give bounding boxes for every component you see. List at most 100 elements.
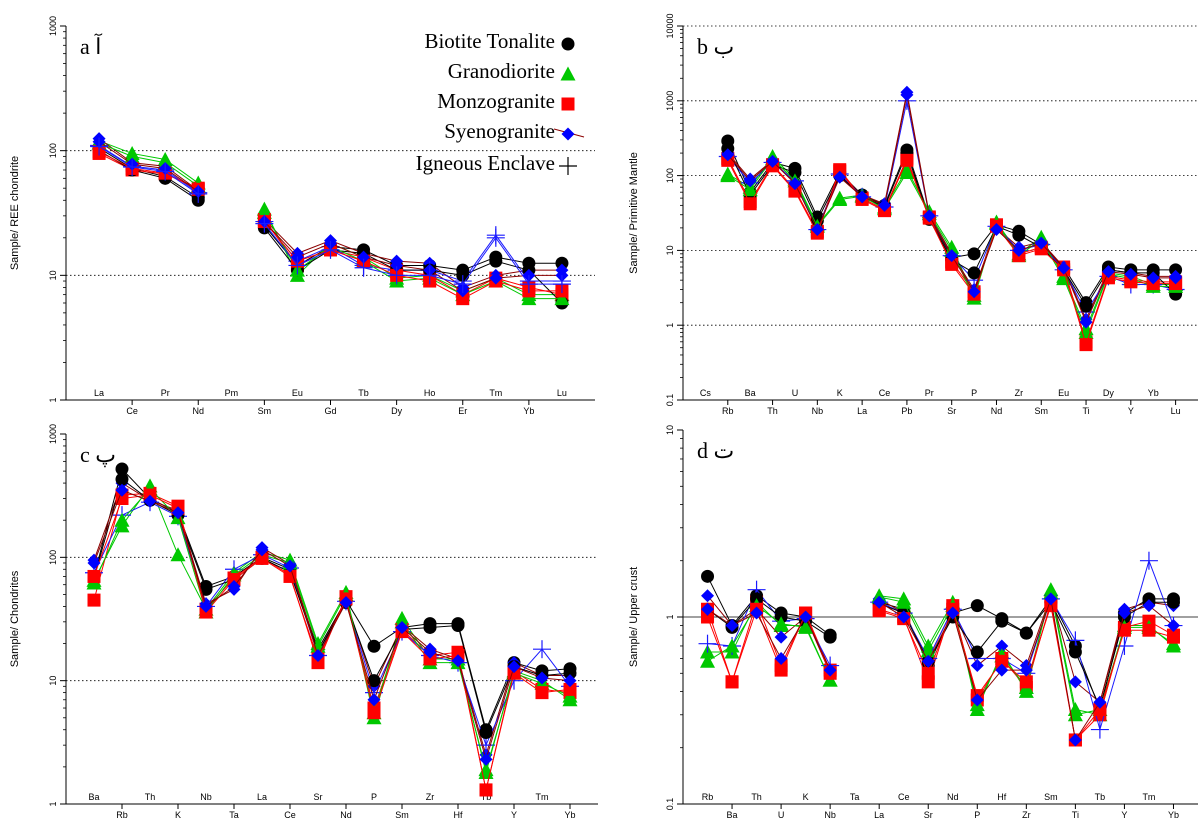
data-point xyxy=(423,620,437,634)
x-tick-label: Zr xyxy=(1022,810,1031,820)
panel-label: b ب xyxy=(697,34,734,59)
y-tick-label: 1 xyxy=(665,614,675,619)
data-point xyxy=(1044,592,1058,606)
x-tick-label: Er xyxy=(458,406,467,416)
data-point xyxy=(989,223,1003,237)
x-tick-label: Y xyxy=(1128,406,1134,416)
data-point xyxy=(995,614,1009,628)
series-line xyxy=(98,146,199,195)
x-tick-label: Th xyxy=(145,792,156,802)
data-point xyxy=(1079,315,1093,329)
legend-marker xyxy=(561,97,575,111)
x-tick-label: Pb xyxy=(901,406,912,416)
data-point xyxy=(124,148,140,163)
data-point xyxy=(1012,243,1026,257)
x-tick-label: Pr xyxy=(161,388,170,398)
data-point xyxy=(872,604,886,618)
series-monzogranite xyxy=(721,153,1183,352)
series-monzogranite xyxy=(87,488,577,797)
series-syenogranite xyxy=(87,483,577,766)
x-tick-label: Ba xyxy=(727,810,738,820)
y-tick-label: 10000 xyxy=(665,13,675,38)
series-line xyxy=(707,608,831,671)
data-point xyxy=(1166,619,1180,633)
y-tick-label: 1 xyxy=(665,323,675,328)
panel-label: c پ xyxy=(80,442,116,468)
data-point xyxy=(87,556,101,570)
data-point xyxy=(1169,271,1183,285)
x-tick-label: Ti xyxy=(1072,810,1079,820)
data-point xyxy=(1012,228,1026,242)
data-point xyxy=(922,209,936,223)
y-tick-label: 1000 xyxy=(48,16,58,36)
series-line xyxy=(98,151,199,190)
data-point xyxy=(995,663,1009,677)
x-tick-label: La xyxy=(874,810,884,820)
legend-label: Biotite Tonalite xyxy=(424,29,555,53)
data-point xyxy=(855,190,869,204)
data-point xyxy=(899,165,915,180)
y-tick-label: 100 xyxy=(48,550,58,565)
data-point xyxy=(788,166,802,180)
data-point xyxy=(339,596,353,610)
series-biotite-tonalite xyxy=(87,462,577,737)
x-tick-label: Gd xyxy=(324,406,336,416)
data-point xyxy=(832,191,848,206)
legend-marker xyxy=(561,127,575,141)
x-tick-label: Sr xyxy=(314,792,323,802)
data-point xyxy=(967,266,981,280)
data-point xyxy=(970,645,984,659)
data-point xyxy=(970,599,984,613)
data-point xyxy=(367,639,381,653)
data-point xyxy=(725,619,739,633)
data-point xyxy=(788,184,802,198)
x-tick-label: Tb xyxy=(358,388,369,398)
data-point xyxy=(897,610,911,624)
data-point xyxy=(773,616,789,631)
data-point xyxy=(701,602,715,616)
x-tick-label: Nd xyxy=(991,406,1003,416)
data-point xyxy=(420,266,439,285)
data-point xyxy=(479,752,493,766)
panel-label: d ت xyxy=(697,438,734,463)
y-tick-label: 10 xyxy=(48,270,58,280)
data-point xyxy=(1139,551,1158,570)
panel-d: 0.1 1 10 Sample/ Upper crust Rb Ba Th U K Nb Ta La C… xyxy=(628,425,1198,820)
y-tick-label: 0.1 xyxy=(665,394,675,407)
data-point xyxy=(563,666,577,680)
data-point xyxy=(698,634,717,653)
data-point xyxy=(742,182,758,197)
legend-marker xyxy=(559,157,577,175)
series-line xyxy=(707,607,831,684)
series-line xyxy=(98,142,199,187)
data-point xyxy=(563,682,577,696)
series-line xyxy=(93,494,571,791)
x-tick-label: Sr xyxy=(947,406,956,416)
x-tick-label: Tm xyxy=(489,388,502,398)
y-tick-label: 10 xyxy=(665,245,675,255)
x-tick-label: P xyxy=(371,792,377,802)
data-point xyxy=(1146,271,1160,285)
series-line xyxy=(98,141,199,192)
data-point xyxy=(1166,630,1180,644)
series-line xyxy=(264,219,562,288)
data-point xyxy=(701,569,715,583)
x-tick-label: Tm xyxy=(536,792,549,802)
data-point xyxy=(521,291,537,306)
data-point xyxy=(921,666,935,680)
data-point xyxy=(189,184,208,203)
data-point xyxy=(1079,338,1093,352)
series-igneous-enclave xyxy=(90,137,571,294)
data-point xyxy=(1019,675,1033,689)
data-point xyxy=(1019,663,1033,677)
data-point xyxy=(788,177,802,191)
data-point xyxy=(833,170,847,184)
data-point xyxy=(1117,623,1131,637)
x-tick-label: Ho xyxy=(424,388,436,398)
data-point xyxy=(1068,645,1082,659)
panel-b: 0.1 1 10 100 1000 10000 Sample/ Primitive Mant… xyxy=(628,13,1198,416)
data-point xyxy=(725,675,739,689)
y-axis-label: Sample/ REE chondrite xyxy=(9,156,21,270)
x-tick-label: Nd xyxy=(947,792,959,802)
